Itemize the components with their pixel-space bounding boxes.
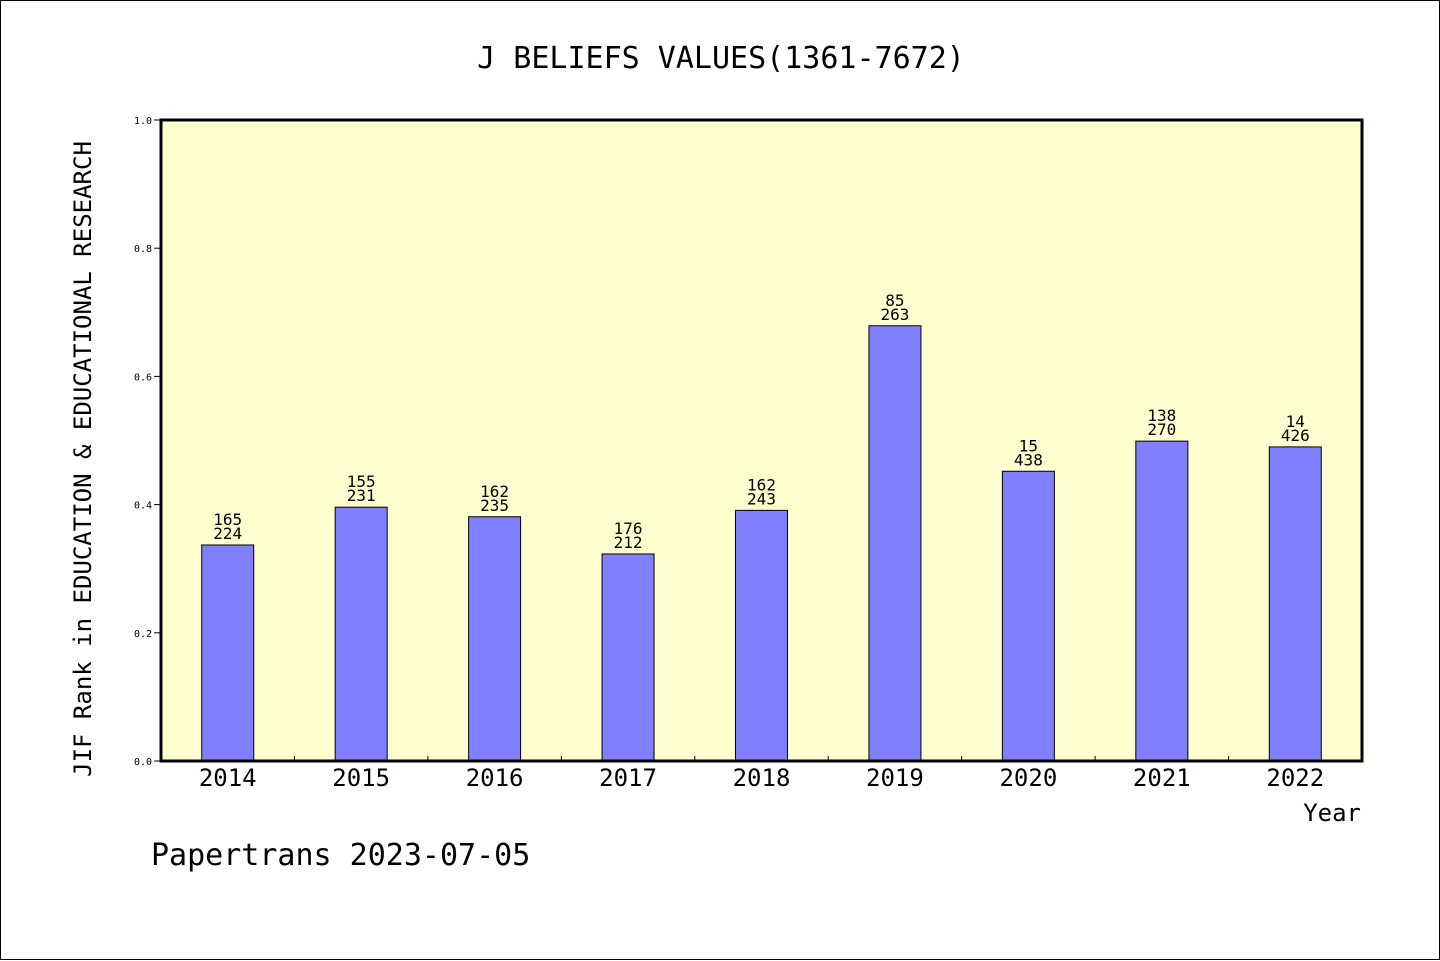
data-label-total: 212 <box>614 533 643 552</box>
y-tick-labels: 0.0 0.2 0.4 0.6 0.8 1.0 <box>134 116 161 768</box>
plot-border <box>159 118 1364 763</box>
x-tick-label: 2015 <box>332 764 390 792</box>
x-tick-label: 2016 <box>466 764 524 792</box>
data-label-rank: 15 <box>1019 436 1038 455</box>
data-label-rank: 176 <box>614 519 643 538</box>
data-label-total: 263 <box>880 305 909 324</box>
bars-group <box>201 325 1322 762</box>
x-tick-label: 2021 <box>1133 764 1191 792</box>
chart-title: J BELIEFS VALUES(1361-7672) <box>477 41 965 76</box>
y-tick-label: 0.6 <box>134 372 152 383</box>
x-tick-labels: 2014 2015 2016 2017 2018 2019 2020 2021 2022 <box>199 764 1324 792</box>
data-label-total: 270 <box>1147 420 1176 439</box>
x-tick-label: 2020 <box>999 764 1057 792</box>
data-label-rank: 162 <box>480 482 509 501</box>
bar-2018 <box>735 509 788 762</box>
data-label-rank: 162 <box>747 475 776 494</box>
x-tick-label: 2019 <box>866 764 924 792</box>
data-label-total: 438 <box>1014 450 1043 469</box>
data-label-rank: 85 <box>885 291 904 310</box>
y-tick-label: 1.0 <box>134 116 152 127</box>
data-label-total: 426 <box>1281 426 1310 445</box>
x-tick-label: 2022 <box>1266 764 1324 792</box>
footer-source: Papertrans 2023-07-05 <box>151 838 530 873</box>
data-label-rank: 138 <box>1147 406 1176 425</box>
bar-2021 <box>1135 440 1189 762</box>
data-label-total: 231 <box>347 486 376 505</box>
bar-2019 <box>868 325 922 762</box>
data-label-rank: 14 <box>1286 412 1305 431</box>
data-label-total: 235 <box>480 496 509 515</box>
bar-2020 <box>1001 470 1055 762</box>
y-tick-label: 0.2 <box>134 629 152 640</box>
data-label-rank: 155 <box>347 472 376 491</box>
x-tick-label: 2017 <box>599 764 657 792</box>
x-tick-label: 2018 <box>733 764 791 792</box>
data-label-total: 243 <box>747 489 776 508</box>
bar-2015 <box>334 506 388 762</box>
bar-2016 <box>468 516 522 762</box>
bar-2017 <box>601 553 655 762</box>
x-tick-label: 2014 <box>199 764 257 792</box>
y-axis-label: JIF Rank in EDUCATION & EDUCATIONAL RESE… <box>69 141 97 777</box>
data-label-rank: 165 <box>213 510 242 529</box>
y-tick-label: 0.4 <box>134 501 152 512</box>
y-tick-label: 0.8 <box>134 244 152 255</box>
bar-2022 <box>1268 446 1322 762</box>
bar-2014 <box>201 544 255 762</box>
data-label-total: 224 <box>213 524 242 543</box>
y-tick-label: 0.0 <box>134 757 152 768</box>
x-axis-label: Year <box>1303 799 1361 827</box>
